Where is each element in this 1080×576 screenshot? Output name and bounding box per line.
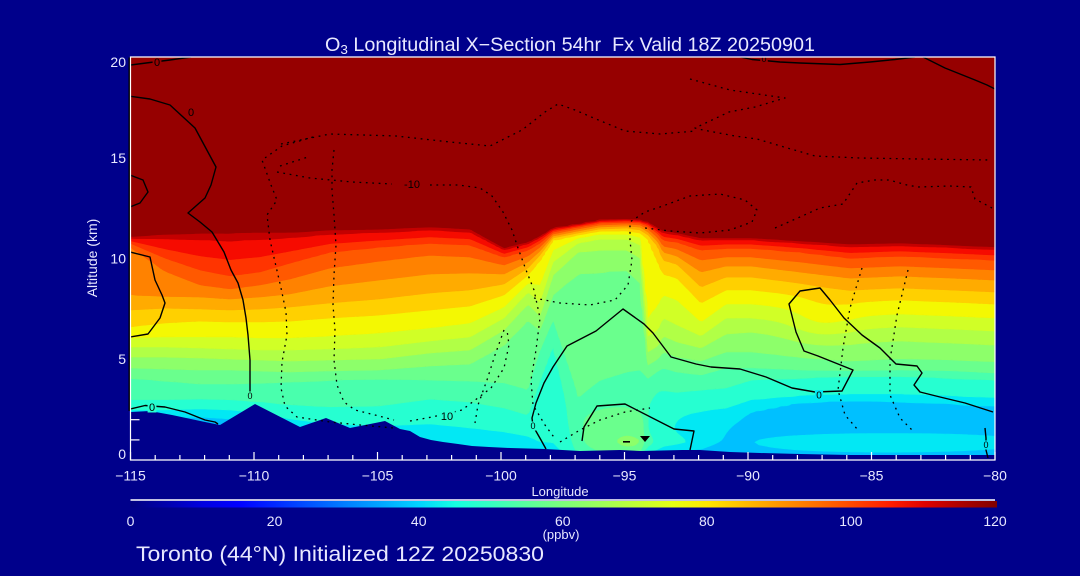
svg-text:−90: −90 bbox=[736, 468, 760, 484]
svg-text:−85: −85 bbox=[860, 468, 884, 484]
svg-text:5: 5 bbox=[118, 351, 126, 367]
svg-text:0: 0 bbox=[154, 57, 160, 69]
svg-text:15: 15 bbox=[110, 150, 126, 166]
svg-text:20: 20 bbox=[267, 513, 283, 529]
svg-text:(ppbv): (ppbv) bbox=[543, 527, 580, 542]
svg-text:80: 80 bbox=[699, 513, 715, 529]
svg-text:10: 10 bbox=[441, 411, 453, 423]
svg-text:0: 0 bbox=[530, 421, 535, 431]
svg-text:−110: −110 bbox=[239, 468, 270, 484]
svg-text:0: 0 bbox=[761, 54, 766, 64]
svg-text:0: 0 bbox=[983, 440, 988, 450]
svg-text:-10: -10 bbox=[404, 179, 420, 191]
svg-text:Longitude: Longitude bbox=[531, 484, 588, 499]
svg-text:O3 Longitudinal X−Section 54hr: O3 Longitudinal X−Section 54hr Fx Valid … bbox=[325, 35, 815, 57]
svg-text:0: 0 bbox=[149, 402, 155, 414]
svg-text:60: 60 bbox=[555, 513, 571, 529]
svg-text:0: 0 bbox=[816, 391, 822, 402]
svg-text:120: 120 bbox=[983, 513, 1007, 529]
svg-text:−105: −105 bbox=[362, 468, 394, 484]
svg-text:100: 100 bbox=[839, 513, 863, 529]
svg-text:20: 20 bbox=[110, 54, 126, 70]
svg-text:−115: −115 bbox=[115, 468, 146, 484]
svg-text:0: 0 bbox=[127, 513, 135, 529]
svg-text:−80: −80 bbox=[983, 468, 1007, 484]
svg-text:40: 40 bbox=[411, 513, 427, 529]
svg-text:−100: −100 bbox=[485, 468, 517, 484]
svg-text:Toronto (44°N) Initialized 12Z: Toronto (44°N) Initialized 12Z 20250830 bbox=[136, 543, 544, 566]
svg-text:0: 0 bbox=[118, 446, 126, 462]
svg-text:0: 0 bbox=[247, 391, 252, 401]
svg-text:Altitude (km): Altitude (km) bbox=[84, 219, 100, 298]
svg-text:10: 10 bbox=[110, 251, 126, 267]
svg-text:0: 0 bbox=[188, 107, 194, 119]
svg-text:−95: −95 bbox=[613, 468, 637, 484]
